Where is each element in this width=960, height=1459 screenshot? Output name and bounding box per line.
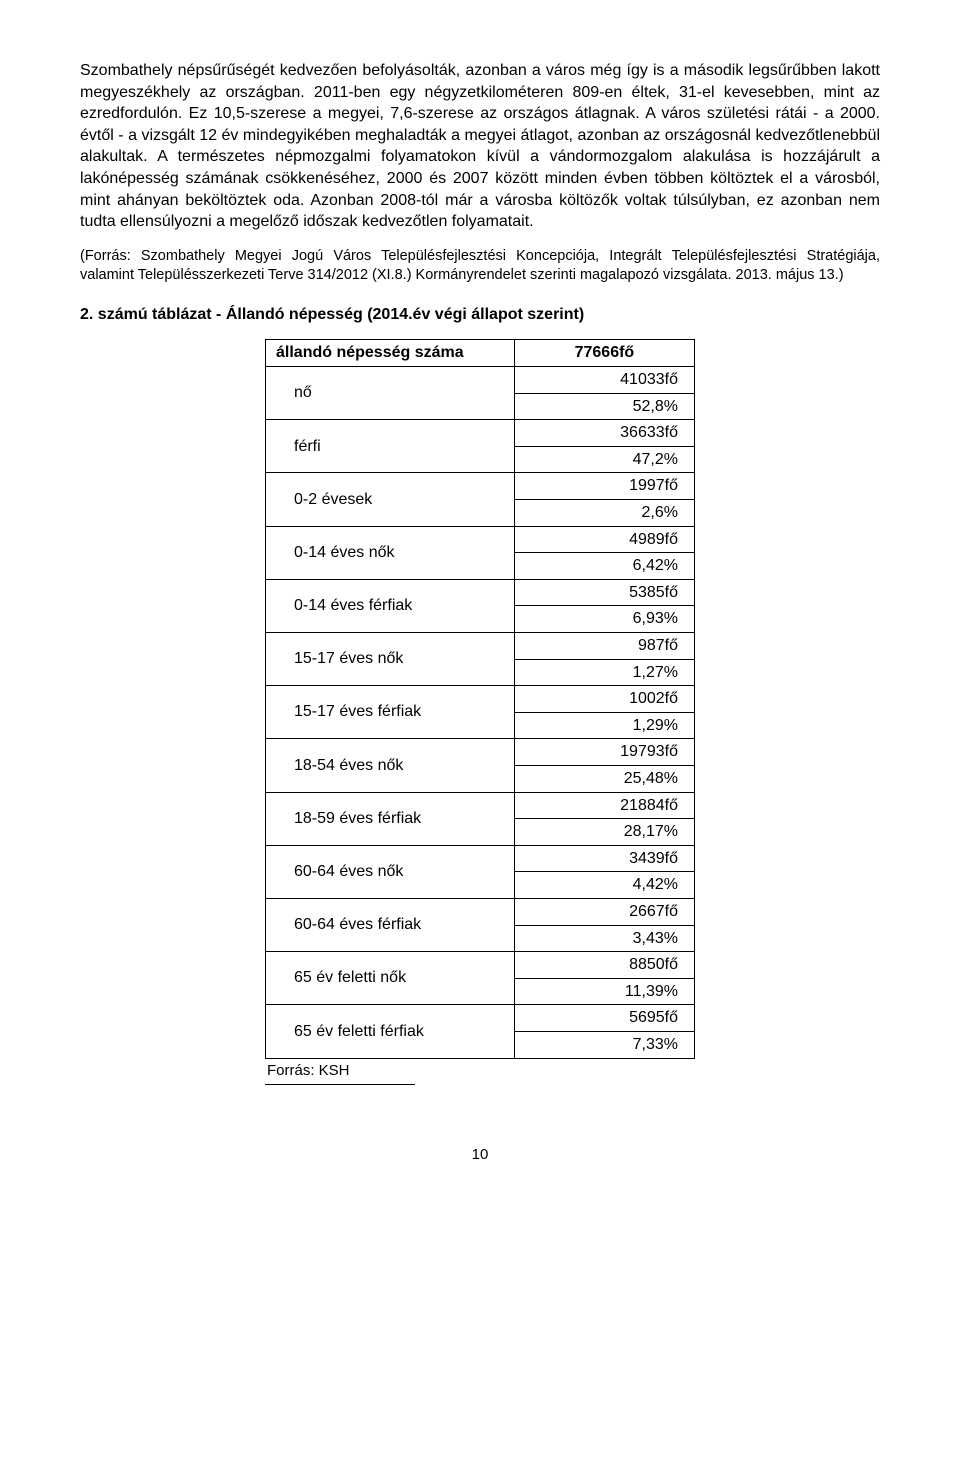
table-row-label: 15-17 éves férfiak bbox=[266, 686, 515, 739]
table-row-value: 5385fő bbox=[514, 579, 694, 606]
table-row-value: 5695fő bbox=[514, 1005, 694, 1032]
source-paragraph: (Forrás: Szombathely Megyei Jogú Város T… bbox=[80, 247, 880, 286]
table-row-label: 60-64 éves nők bbox=[266, 845, 515, 898]
table-row-value: 3439fő bbox=[514, 845, 694, 872]
table-row-percent: 52,8% bbox=[514, 393, 694, 420]
table-row-percent: 6,93% bbox=[514, 606, 694, 633]
table-row-percent: 28,17% bbox=[514, 819, 694, 846]
table-row-percent: 1,27% bbox=[514, 659, 694, 686]
table-row-label: 18-54 éves nők bbox=[266, 739, 515, 792]
table-row-value: 1997fő bbox=[514, 473, 694, 500]
table-row-value: 8850fő bbox=[514, 952, 694, 979]
table-row-label: 0-14 éves nők bbox=[266, 526, 515, 579]
table-row-label: 0-2 évesek bbox=[266, 473, 515, 526]
page-number: 10 bbox=[80, 1145, 880, 1165]
table-row-label: nő bbox=[266, 367, 515, 420]
table-row-percent: 11,39% bbox=[514, 978, 694, 1005]
table-row-label: 0-14 éves férfiak bbox=[266, 579, 515, 632]
table-row-percent: 3,43% bbox=[514, 925, 694, 952]
table-row-label: férfi bbox=[266, 420, 515, 473]
table-title: 2. számú táblázat - Állandó népesség (20… bbox=[80, 304, 880, 326]
divider-line bbox=[265, 1084, 415, 1085]
table-row-value: 36633fő bbox=[514, 420, 694, 447]
table-row-percent: 25,48% bbox=[514, 765, 694, 792]
table-row-percent: 2,6% bbox=[514, 500, 694, 527]
table-header-value: 77666fő bbox=[514, 340, 694, 367]
table-source: Forrás: KSH bbox=[265, 1059, 695, 1082]
table-row-label: 18-59 éves férfiak bbox=[266, 792, 515, 845]
table-row-value: 19793fő bbox=[514, 739, 694, 766]
table-row-value: 4989fő bbox=[514, 526, 694, 553]
table-row-percent: 47,2% bbox=[514, 446, 694, 473]
table-row-value: 41033fő bbox=[514, 367, 694, 394]
table-row-value: 987fő bbox=[514, 633, 694, 660]
table-row-percent: 7,33% bbox=[514, 1031, 694, 1058]
table-row-value: 2667fő bbox=[514, 898, 694, 925]
table-header-label: állandó népesség száma bbox=[266, 340, 515, 367]
table-row-label: 65 év feletti nők bbox=[266, 952, 515, 1005]
table-row-value: 21884fő bbox=[514, 792, 694, 819]
table-row-percent: 4,42% bbox=[514, 872, 694, 899]
table-row-value: 1002fő bbox=[514, 686, 694, 713]
table-row-label: 65 év feletti férfiak bbox=[266, 1005, 515, 1058]
table-row-label: 60-64 éves férfiak bbox=[266, 898, 515, 951]
table-row-percent: 6,42% bbox=[514, 553, 694, 580]
body-paragraph: Szombathely népsűrűségét kedvezően befol… bbox=[80, 60, 880, 233]
table-row-percent: 1,29% bbox=[514, 712, 694, 739]
population-table: állandó népesség száma77666főnő41033fő52… bbox=[265, 339, 695, 1058]
table-row-label: 15-17 éves nők bbox=[266, 633, 515, 686]
